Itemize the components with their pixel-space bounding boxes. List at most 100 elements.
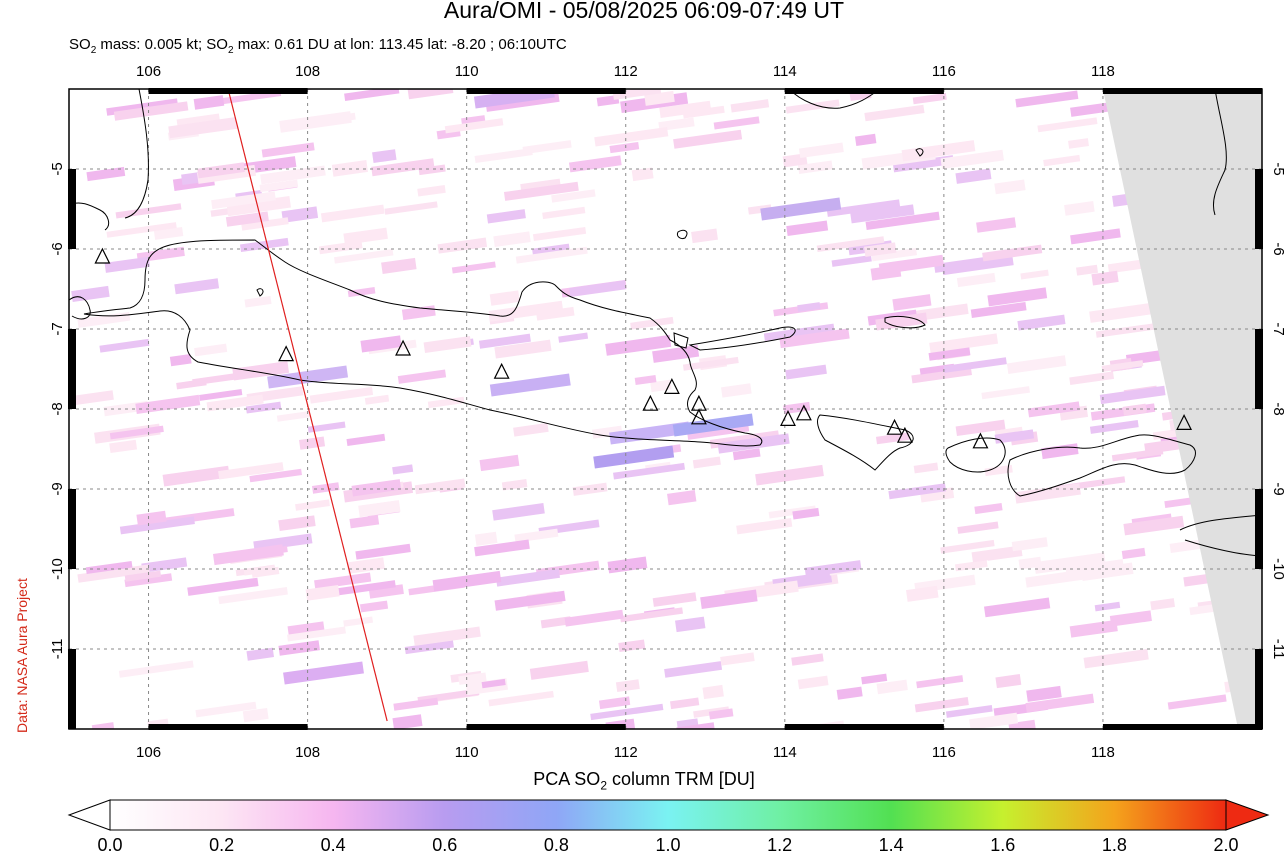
so2-pixel xyxy=(631,167,654,182)
so2-pixel xyxy=(318,240,363,255)
so2-pixel xyxy=(118,660,194,678)
so2-pixel xyxy=(488,300,564,322)
so2-pixel xyxy=(650,379,672,393)
so2-pixel xyxy=(974,502,1003,515)
so2-pixel xyxy=(1121,547,1146,560)
so2-pixel xyxy=(1122,403,1147,416)
so2-pixel xyxy=(676,722,716,729)
so2-pixel xyxy=(119,516,195,535)
so2-pixel xyxy=(479,454,520,472)
lon-tick-label-top: 118 xyxy=(1091,63,1115,80)
volcano-icon xyxy=(690,408,707,425)
so2-pixel xyxy=(1095,322,1161,338)
so2-pixel xyxy=(572,482,608,496)
so2-pixel xyxy=(783,401,811,415)
so2-pixel xyxy=(153,226,184,240)
so2-pixel xyxy=(451,261,496,274)
so2-pixel xyxy=(864,104,925,122)
so2-pixel xyxy=(305,584,340,601)
so2-pixel xyxy=(940,149,1004,170)
so2-pixel xyxy=(564,609,624,627)
lat-tick-label-left: -6 xyxy=(49,242,66,255)
colorbar xyxy=(67,799,1270,831)
so2-pixel xyxy=(218,587,288,605)
so2-pixel xyxy=(514,528,559,543)
so2-pixel xyxy=(619,607,684,623)
so2-pixel xyxy=(346,557,385,574)
volcano-icon xyxy=(493,362,510,379)
so2-pixel xyxy=(243,565,275,576)
so2-pixel xyxy=(245,401,282,414)
so2-pixel xyxy=(630,316,674,330)
so2-pixel xyxy=(957,521,999,534)
so2-pixel xyxy=(798,142,844,159)
so2-pixel xyxy=(1150,598,1175,611)
volcano-markers xyxy=(94,247,1193,449)
so2-pixel-high xyxy=(672,413,754,437)
so2-pixel xyxy=(692,456,721,469)
so2-pixel xyxy=(392,714,423,729)
so2-pixel xyxy=(982,244,1043,262)
so2-pixel xyxy=(994,429,1035,444)
so2-pixel xyxy=(1260,95,1262,106)
so2-pixel xyxy=(193,95,225,110)
so2-pixel xyxy=(503,181,579,201)
so2-pixel xyxy=(730,99,770,113)
so2-pixel xyxy=(437,237,488,254)
lat-tick-label-right: -6 xyxy=(1270,242,1287,255)
so2-pixel xyxy=(1069,619,1118,638)
so2-pixel xyxy=(77,564,150,583)
lon-tick-label-bottom: 108 xyxy=(295,744,320,761)
so2-pixel xyxy=(768,505,817,519)
so2-pixel xyxy=(392,464,414,475)
so2-pixel xyxy=(955,168,992,184)
so2-pixel xyxy=(1070,228,1121,245)
so2-pixel xyxy=(652,345,700,363)
so2-pixel xyxy=(1167,694,1227,710)
so2-pixel xyxy=(1089,301,1163,323)
so2-pixel xyxy=(732,448,761,461)
so2-pixel xyxy=(1020,269,1049,280)
so2-pixel xyxy=(911,367,972,384)
so2-pixel xyxy=(914,697,969,713)
so2-pixel xyxy=(1083,648,1149,669)
so2-pixel xyxy=(785,364,827,380)
so2-pixel xyxy=(652,592,697,607)
so2-pixel xyxy=(850,204,915,224)
so2-pixel xyxy=(943,357,1007,373)
so2-pixel xyxy=(720,652,755,666)
lon-tick-label-bottom: 112 xyxy=(614,744,638,761)
colorbar-tick-label: 0.8 xyxy=(543,835,569,855)
so2-pixel xyxy=(569,280,626,298)
so2-pixel xyxy=(700,589,758,610)
so2-pixel xyxy=(124,570,162,582)
so2-pixel xyxy=(281,206,319,223)
lat-tick-label-right: -11 xyxy=(1270,639,1287,660)
so2-pixel xyxy=(940,539,995,554)
so2-pixel xyxy=(797,302,821,312)
coastlines xyxy=(69,89,1262,557)
so2-pixel xyxy=(109,425,164,440)
so2-pixel xyxy=(360,335,402,353)
so2-pixel xyxy=(135,394,201,415)
so2-pixel xyxy=(474,148,533,164)
so2-pixel xyxy=(1006,355,1067,374)
so2-pixel xyxy=(522,140,572,155)
so2-pixel xyxy=(320,204,385,223)
so2-pixel xyxy=(831,254,872,267)
lat-tick-label-left: -7 xyxy=(49,322,66,335)
so2-pixel xyxy=(954,559,988,572)
so2-pixel xyxy=(194,343,228,357)
so2-pixel xyxy=(854,133,877,146)
so2-pixel xyxy=(691,228,718,244)
so2-pixel xyxy=(1025,568,1090,588)
so2-pixel xyxy=(314,572,372,590)
so2-pixel xyxy=(536,306,575,321)
so2-pixel xyxy=(244,295,272,308)
so2-pixel xyxy=(418,164,446,176)
so2-pixel xyxy=(906,585,939,602)
lat-tick-label-right: -8 xyxy=(1270,402,1287,415)
so2-pixel xyxy=(658,117,695,132)
so2-pixel xyxy=(558,332,589,343)
so2-pixel xyxy=(278,640,320,656)
